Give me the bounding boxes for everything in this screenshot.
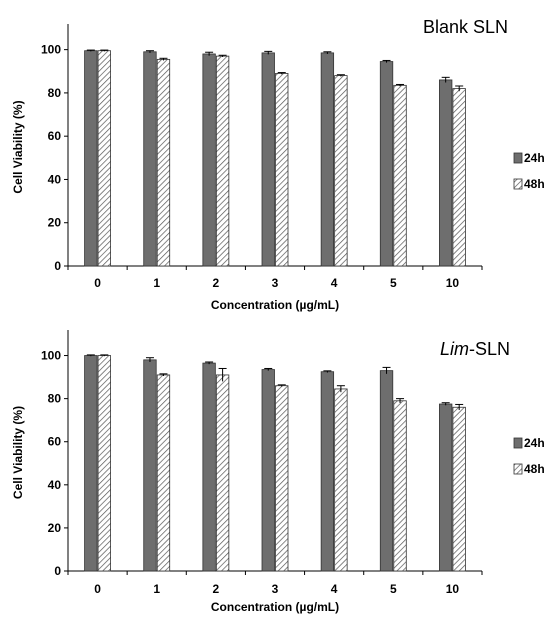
chart-title-part: -SLN [469,339,510,359]
y-tick-label: 60 [48,129,62,143]
bar-48h-4 [334,388,348,572]
bar-24h-10 [439,403,453,572]
bar-48h-0 [97,355,111,572]
x-tick-label: 4 [331,276,338,290]
chart-title: Lim-SLN [440,339,510,359]
x-tick-label: 10 [446,582,460,596]
y-tick-label: 20 [48,521,62,535]
x-tick-label: 5 [390,276,397,290]
y-tick-label: 80 [48,392,62,406]
bar-48h-0 [97,50,111,267]
y-tick-label: 100 [41,349,61,363]
bar-48h-10 [452,88,466,267]
bar-24h-4 [320,371,335,572]
bar-48h-1 [156,58,171,267]
bar-24h-4 [320,52,335,267]
chart-title-part: Blank SLN [423,17,508,37]
x-tick-label: 5 [390,582,397,596]
chart-title: Blank SLN [423,17,508,37]
x-tick-label: 10 [446,276,460,290]
bar-24h-3 [261,52,275,267]
x-tick-label: 0 [94,582,101,596]
bar-48h-5 [393,84,407,267]
legend-swatch-48h [513,463,523,475]
bar-24h-0 [84,50,98,267]
legend: 24h 48h [513,151,545,191]
x-tick-label: 1 [153,276,160,290]
bar-48h-3 [275,385,289,572]
bar-24h-10 [439,79,453,267]
bar-24h-1 [143,359,157,572]
bar-24h-2 [202,53,216,267]
legend: 24h 48h [513,436,545,476]
x-tick-label: 0 [94,276,101,290]
legend-swatch-24h [513,152,523,164]
x-tick-label: 1 [153,582,160,596]
x-axis-label: Concentration (µg/mL) [211,298,339,312]
bar-48h-1 [156,374,171,572]
x-tick-label: 3 [272,582,279,596]
y-tick-label: 20 [48,216,62,230]
legend-swatch-24h [513,437,523,449]
y-tick-label: 0 [54,564,61,578]
x-tick-label: 2 [213,276,220,290]
y-tick-label: 0 [54,259,61,273]
chart-panel-0: Blank SLN 0 20 40 60 80 100 0 1 2 3 4 5 10 Concentrati… [11,17,545,312]
x-tick-label: 2 [213,582,220,596]
legend-label-24h: 24h [524,151,545,165]
x-tick-label: 4 [331,582,338,596]
bar-48h-5 [393,400,407,572]
x-tick-label: 3 [272,276,279,290]
legend-swatch-48h [513,178,523,190]
legend-label-48h: 48h [524,462,545,476]
bar-48h-10 [452,406,466,572]
y-tick-label: 40 [48,478,62,492]
bar-24h-5 [379,61,394,267]
legend-label-48h: 48h [524,177,545,191]
bar-48h-2 [215,374,230,572]
bar-48h-4 [334,75,348,267]
y-tick-label: 100 [41,43,61,57]
chart-title-part: Lim [440,339,469,359]
bar-48h-2 [215,55,230,267]
bar-48h-3 [275,73,289,267]
legend-label-24h: 24h [524,436,545,450]
bar-24h-5 [379,370,394,572]
bar-24h-0 [84,355,98,572]
y-axis-label: Cell Viability (%) [11,100,25,193]
y-tick-label: 40 [48,172,62,186]
y-tick-label: 60 [48,435,62,449]
y-axis-label: Cell Viability (%) [11,406,25,499]
chart-panel-1: Lim-SLN 0 20 40 60 80 100 0 1 2 3 4 5 10 Concentration… [11,330,545,614]
bar-24h-1 [143,51,157,267]
x-axis-label: Concentration (µg/mL) [211,600,339,614]
y-tick-label: 80 [48,86,62,100]
bar-24h-2 [202,362,216,572]
bar-24h-3 [261,369,275,572]
